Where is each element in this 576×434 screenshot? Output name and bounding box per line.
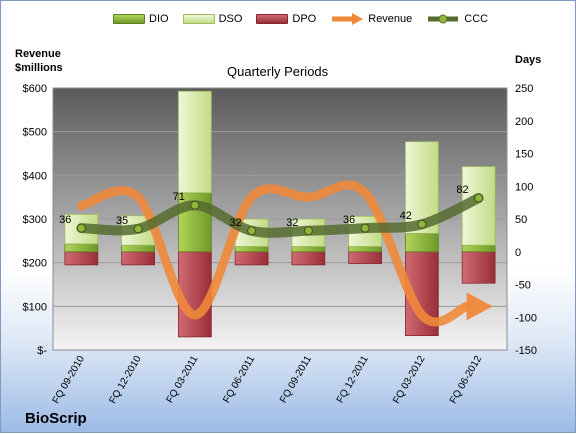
legend-label-dpo: DPO (292, 13, 317, 25)
company-name: BioScrip (25, 410, 87, 427)
dpo-bar (121, 251, 155, 266)
ccc-data-label: 36 (59, 214, 71, 226)
dio-bar (291, 246, 326, 253)
y-left-tick-label: $600 (23, 83, 47, 95)
y-right-axis-title: Days (515, 54, 542, 66)
dpo-bar (461, 251, 496, 284)
dpo-bar (178, 251, 212, 338)
legend-swatch-dpo (256, 14, 289, 24)
y-left-tick-label: $300 (23, 214, 47, 226)
ccc-data-label: 36 (343, 214, 355, 226)
x-tick-label: FQ 06-2012 (448, 354, 484, 406)
y-right-tick-label: -100 (515, 312, 537, 324)
y-right-tick-label: 100 (515, 181, 533, 193)
legend-label-dio: DIO (149, 13, 169, 25)
revenue-arrowhead (466, 292, 493, 321)
y-right-tick-label: 150 (515, 149, 533, 161)
x-tick-label: FQ 12-2011 (335, 354, 371, 405)
legend-swatch-ccc (428, 14, 459, 24)
ccc-data-label: 42 (400, 210, 412, 222)
chart-legend: DIO DSO DPO Revenue CCC (113, 13, 488, 25)
ccc-data-label: 32 (286, 217, 298, 229)
dio-bar (405, 233, 439, 253)
dpo-bar (291, 251, 326, 266)
y-left-tick-label: $200 (23, 258, 47, 270)
y-right-tick-label: 250 (515, 83, 533, 95)
dpo-bar (348, 251, 382, 264)
legend-item-dio: DIO (113, 13, 169, 25)
dio-bar (234, 246, 269, 253)
y-left-axis-title: Revenue $millions (15, 48, 63, 74)
dio-bar (348, 246, 382, 253)
dso-bar (178, 90, 212, 194)
ccc-data-label: 32 (229, 217, 241, 229)
ccc-point (417, 219, 427, 229)
y-left-tick-label: $100 (23, 301, 47, 313)
ccc-point (247, 226, 257, 236)
dpo-bar (234, 251, 269, 266)
legend-item-revenue: Revenue (330, 13, 412, 25)
ccc-line (76, 193, 484, 238)
legend-label-revenue: Revenue (368, 13, 413, 25)
x-tick-label: FQ 09-2011 (278, 354, 314, 405)
ccc-point (303, 226, 313, 236)
y-left-tick-label: $400 (23, 170, 47, 182)
legend-swatch-revenue (332, 13, 364, 25)
ccc-data-label: 82 (456, 184, 468, 196)
chart-title: Quarterly Periods (227, 64, 329, 79)
ccc-data-label: 71 (173, 191, 185, 203)
legend-swatch-dso (182, 14, 215, 24)
dpo-bar (64, 251, 99, 266)
ccc-point (190, 200, 200, 210)
y-left-tick-label: $- (37, 345, 47, 357)
ccc-point (360, 223, 370, 233)
x-tick-label: FQ 06-2011 (221, 354, 257, 405)
legend-item-dso: DSO (182, 13, 243, 25)
legend-item-ccc: CCC (426, 13, 488, 25)
y-right-tick-label: -150 (515, 345, 537, 357)
y-right-tick-label: -50 (515, 280, 531, 292)
y-left-tick-label: $500 (23, 127, 47, 139)
y-right-tick-label: 50 (515, 214, 527, 226)
ccc-point (474, 193, 484, 203)
legend-label-dso: DSO (218, 13, 243, 25)
x-tick-label: FQ 03-2011 (165, 354, 201, 405)
revenue-line (76, 180, 472, 327)
ccc-point (76, 223, 86, 233)
ccc-data-label: 35 (116, 215, 128, 227)
legend-label-ccc: CCC (464, 13, 489, 25)
legend-swatch-dio (113, 14, 145, 24)
dio-bar (64, 243, 99, 253)
x-tick-label: FQ 03-2012 (391, 354, 427, 406)
x-tick-label: FQ 09-2010 (51, 354, 87, 406)
y-right-tick-label: 200 (515, 116, 533, 128)
x-tick-label: FQ 12-2010 (108, 354, 144, 406)
dio-bar (461, 244, 496, 253)
ccc-point (133, 224, 143, 234)
legend-item-dpo: DPO (256, 13, 316, 25)
dio-bar (121, 244, 155, 253)
y-right-tick-label: 0 (515, 247, 521, 259)
